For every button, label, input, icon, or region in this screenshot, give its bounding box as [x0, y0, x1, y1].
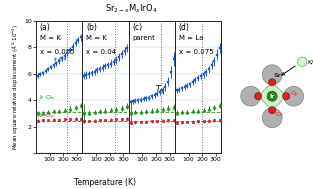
Y-axis label: Mean square relative displacement ($\AA^2{\cdot}10^{-2}$): Mean square relative displacement ($\AA^… — [11, 24, 21, 150]
Text: M = K: M = K — [40, 35, 61, 41]
Text: O$_p$: O$_p$ — [290, 90, 300, 100]
Text: M = La: M = La — [179, 35, 203, 41]
Circle shape — [269, 79, 276, 86]
Text: $T_N$: $T_N$ — [155, 84, 165, 96]
Circle shape — [254, 93, 262, 100]
Text: Sr$_{2-x}$M$_x$IrO$_4$: Sr$_{2-x}$M$_x$IrO$_4$ — [105, 3, 158, 15]
Circle shape — [269, 107, 276, 114]
Text: Sr: Sr — [274, 73, 282, 78]
Text: Ir-O$_p$: Ir-O$_p$ — [39, 112, 55, 122]
Text: M = K: M = K — [86, 35, 107, 41]
Text: Ir-O$_a$: Ir-O$_a$ — [39, 93, 55, 102]
Text: Ir: Ir — [269, 94, 275, 99]
Text: O$_a$: O$_a$ — [275, 110, 285, 119]
Text: x = 0.075: x = 0.075 — [179, 49, 213, 55]
Circle shape — [298, 57, 307, 67]
Text: Ir-Sr: Ir-Sr — [54, 57, 66, 61]
Text: (d): (d) — [179, 23, 190, 33]
Text: (b): (b) — [86, 23, 97, 33]
Circle shape — [282, 93, 290, 100]
Text: x = 0.04: x = 0.04 — [86, 49, 116, 55]
Circle shape — [262, 65, 282, 85]
Text: (c): (c) — [132, 23, 142, 33]
Circle shape — [241, 86, 260, 106]
Text: x = 0.055: x = 0.055 — [40, 49, 74, 55]
Text: (a): (a) — [40, 23, 50, 33]
Text: parent: parent — [132, 35, 155, 41]
Circle shape — [267, 91, 277, 101]
Circle shape — [262, 108, 282, 128]
Text: K/La: K/La — [308, 59, 313, 64]
Circle shape — [284, 86, 304, 106]
Polygon shape — [258, 82, 286, 110]
Text: Temperature (K): Temperature (K) — [74, 178, 136, 187]
